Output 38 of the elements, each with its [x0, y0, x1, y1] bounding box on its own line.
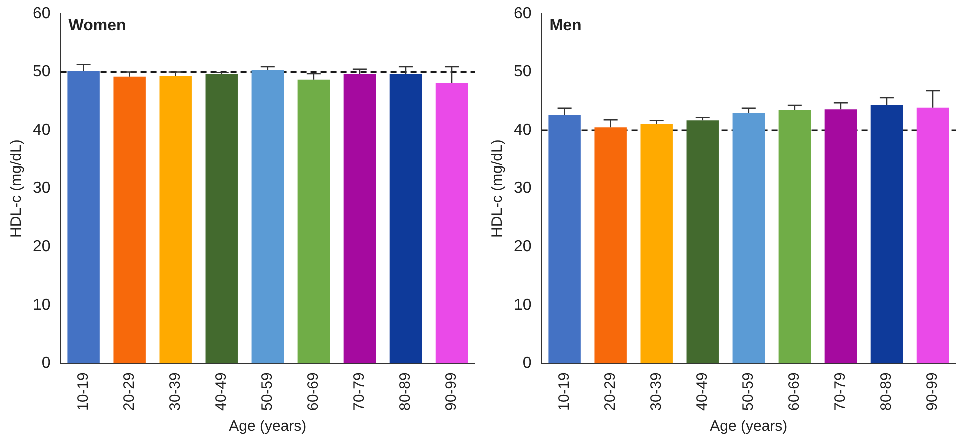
x-tick-label: 40-49 [694, 372, 712, 412]
y-tick-label: 30 [514, 180, 532, 198]
y-tick-label: 10 [514, 296, 532, 314]
x-tick-label: 30-39 [166, 372, 184, 412]
x-tick-label: 10-19 [74, 372, 92, 412]
y-tick-label: 60 [33, 5, 51, 22]
x-tick-label: 40-49 [213, 372, 230, 412]
y-tick-label: 40 [514, 122, 532, 139]
x-tick-label: 90-99 [443, 372, 460, 412]
y-tick-label: 50 [33, 64, 51, 81]
x-tick-label: 30-39 [648, 372, 665, 412]
x-axis-title: Age (years) [710, 418, 788, 436]
x-tick-label: 50-59 [740, 372, 758, 412]
y-tick-label: 0 [522, 355, 532, 372]
x-tick-label: 60-69 [305, 372, 322, 412]
y-axis-title: HDL-c (mg/dL) [8, 140, 26, 238]
y-tick-label: 10 [33, 296, 51, 314]
x-tick-label: 10-19 [556, 372, 573, 412]
x-tick-label: 20-29 [602, 372, 619, 412]
y-tick-label: 60 [514, 5, 532, 22]
x-tick-label: 70-79 [351, 372, 368, 412]
x-tick-label: 60-69 [786, 372, 804, 412]
y-tick-label: 0 [42, 355, 51, 372]
x-tick-label: 80-89 [878, 372, 896, 412]
y-axis-title: HDL-c (mg/dL) [489, 140, 506, 238]
y-tick-label: 50 [514, 64, 532, 81]
x-tick-label: 90-99 [924, 372, 942, 412]
y-tick-label: 20 [33, 238, 51, 256]
y-tick-label: 30 [33, 180, 51, 198]
x-axis-title: Age (years) [229, 418, 307, 436]
x-tick-label: 80-89 [397, 372, 414, 412]
y-tick-label: 40 [33, 122, 51, 139]
chart-title: Men [550, 17, 582, 34]
x-tick-label: 20-29 [120, 372, 138, 412]
y-tick-label: 20 [514, 238, 532, 256]
chart-title: Women [68, 17, 126, 34]
x-tick-label: 70-79 [832, 372, 850, 412]
x-tick-label: 50-59 [259, 372, 276, 412]
